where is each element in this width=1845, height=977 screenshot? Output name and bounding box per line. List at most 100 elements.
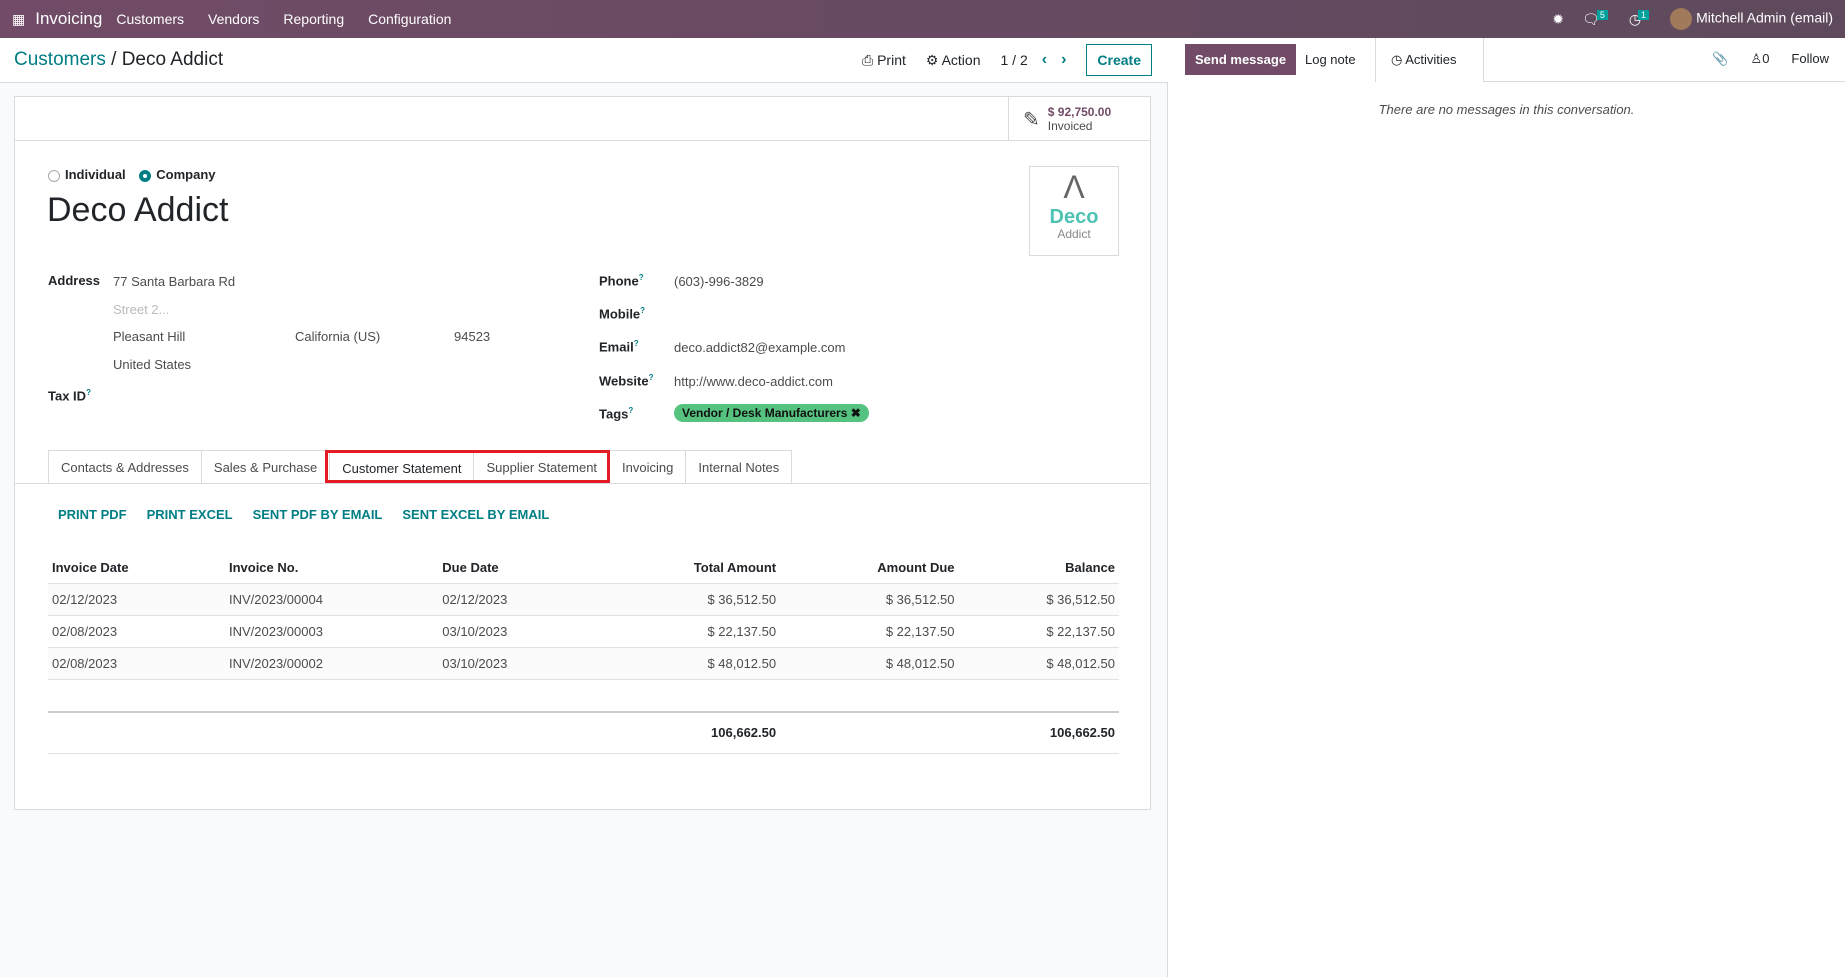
- invoiced-value: $ 92,750.00: [1047, 105, 1112, 119]
- menu-reporting[interactable]: Reporting: [283, 11, 345, 27]
- cell-amount-due: $ 22,137.50: [780, 615, 959, 648]
- create-button[interactable]: Create: [1086, 44, 1152, 76]
- website-field[interactable]: http://www.deco-addict.com: [674, 374, 833, 389]
- tab-internal-notes[interactable]: Internal Notes: [685, 450, 793, 484]
- control-panel: Customers / Deco Addict ⎙ Print ⚙ Action…: [0, 38, 1168, 83]
- user-icon: ♙: [1750, 51, 1763, 66]
- cell-invoice-date: 02/08/2023: [48, 647, 225, 680]
- avatar: [1670, 8, 1693, 30]
- spacer-cell: [48, 679, 1119, 713]
- app-menu-icon[interactable]: ▦: [12, 10, 26, 27]
- tab-divider: [15, 483, 1150, 484]
- top-navbar: ▦ Invoicing Customers Vendors Reporting …: [0, 0, 1845, 38]
- tags-field[interactable]: Vendor / Desk Manufacturers ✖: [674, 404, 869, 422]
- activities-clock-icon[interactable]: ◷1: [1629, 9, 1652, 28]
- partner-logo[interactable]: Λ Deco Addict: [1029, 166, 1119, 256]
- followers-button[interactable]: ♙0: [1751, 51, 1770, 67]
- cell-balance: $ 22,137.50: [958, 615, 1119, 648]
- app-name[interactable]: Invoicing: [35, 9, 103, 28]
- tab-supplier-statement[interactable]: Supplier Statement: [473, 450, 611, 484]
- print-pdf-button[interactable]: PRINT PDF: [58, 507, 127, 522]
- send-message-button[interactable]: Send message: [1185, 44, 1297, 75]
- radio-individual[interactable]: [48, 169, 60, 182]
- street2-field[interactable]: Street 2...: [113, 302, 170, 317]
- followers-count: 0: [1762, 51, 1770, 66]
- mobile-label-text: Mobile: [599, 306, 641, 322]
- table-header: Invoice Date Invoice No. Due Date Total …: [48, 552, 1119, 584]
- breadcrumb-customers[interactable]: Customers: [14, 49, 106, 70]
- statement-table: Invoice Date Invoice No. Due Date Total …: [48, 552, 1119, 754]
- help-icon: ?: [640, 306, 646, 315]
- table-row[interactable]: 02/08/2023 INV/2023/00003 03/10/2023 $ 22,1…: [48, 615, 1119, 648]
- print-button[interactable]: ⎙ Print: [862, 52, 906, 69]
- notebook-tabs: Contacts & Addresses Sales & Purchase Cu…: [48, 450, 793, 484]
- cell-balance: $ 36,512.50: [958, 583, 1119, 616]
- chevron-left-icon[interactable]: ‹: [1041, 51, 1048, 68]
- radio-company[interactable]: [139, 169, 152, 182]
- chevron-right-icon[interactable]: ›: [1061, 51, 1067, 68]
- user-menu[interactable]: Mitchell Admin (email): [1670, 8, 1833, 30]
- activities-badge: 1: [1638, 9, 1650, 20]
- highlight-box: [325, 450, 610, 483]
- country-field[interactable]: United States: [113, 357, 192, 372]
- tab-customer-statement[interactable]: Customer Statement: [329, 450, 475, 484]
- tax-id-label: Tax ID?: [48, 388, 91, 403]
- cell-due-date: 02/12/2023: [438, 583, 592, 616]
- cell-amount-due: $ 36,512.50: [780, 583, 959, 616]
- empty-conversation: There are no messages in this conversati…: [1378, 102, 1635, 117]
- user-name: Mitchell Admin (email): [1696, 9, 1833, 26]
- messages-icon[interactable]: 🗨5: [1582, 9, 1611, 28]
- send-excel-email-button[interactable]: SENT EXCEL BY EMAIL: [402, 507, 550, 522]
- tab-invoicing[interactable]: Invoicing: [609, 450, 687, 484]
- follow-button[interactable]: Follow: [1791, 51, 1829, 66]
- paperclip-icon[interactable]: 📎: [1712, 51, 1729, 66]
- tab-sales-purchase[interactable]: Sales & Purchase: [200, 450, 331, 484]
- tab-contacts-addresses[interactable]: Contacts & Addresses: [48, 450, 202, 484]
- print-label: Print: [877, 51, 906, 68]
- logo-text-addict: Addict: [1057, 227, 1091, 241]
- form-sheet: ✎ $ 92,750.00 Invoiced Individual Company…: [14, 96, 1151, 810]
- phone-label-text: Phone: [599, 273, 639, 289]
- tags-label: Tags?: [599, 406, 633, 421]
- menu-configuration[interactable]: Configuration: [368, 11, 452, 27]
- chatter: Send message Log note ◷ Activities 📎 ♙0 …: [1168, 38, 1845, 977]
- phone-field[interactable]: (603)-996-3829: [674, 274, 764, 289]
- website-label-text: Website: [599, 373, 649, 389]
- messages-badge: 5: [1596, 9, 1608, 20]
- col-invoice-no: Invoice No.: [224, 552, 439, 584]
- menu-customers[interactable]: Customers: [116, 11, 185, 27]
- menu-vendors[interactable]: Vendors: [208, 11, 260, 27]
- table-row[interactable]: 02/08/2023 INV/2023/00002 03/10/2023 $ 48,0…: [48, 647, 1119, 680]
- total-amount-sum: 106,662.50: [591, 711, 781, 754]
- col-invoice-date: Invoice Date: [48, 552, 225, 584]
- city-field[interactable]: Pleasant Hill: [113, 329, 186, 344]
- cell-amount-due: $ 48,012.50: [780, 647, 959, 680]
- print-excel-button[interactable]: PRINT EXCEL: [146, 507, 233, 522]
- cell-due-date: 03/10/2023: [438, 615, 592, 648]
- phone-label: Phone?: [599, 273, 644, 288]
- activities-button[interactable]: ◷ Activities: [1375, 38, 1484, 82]
- cell-total-amount: $ 48,012.50: [591, 647, 781, 680]
- state-field[interactable]: California (US): [295, 329, 381, 344]
- zip-field[interactable]: 94523: [454, 329, 491, 344]
- cell-invoice-no: INV/2023/00004: [224, 583, 439, 616]
- table-row[interactable]: 02/12/2023 INV/2023/00004 02/12/2023 $ 36,5…: [48, 583, 1119, 616]
- invoiced-stat-button[interactable]: ✎ $ 92,750.00 Invoiced: [1008, 97, 1150, 141]
- cell-balance: $ 48,012.50: [958, 647, 1119, 680]
- street-field[interactable]: 77 Santa Barbara Rd: [113, 274, 236, 289]
- email-field[interactable]: deco.addict82@example.com: [674, 340, 846, 355]
- cell-due-date: 03/10/2023: [438, 647, 592, 680]
- pager-value[interactable]: 1 / 2: [1000, 52, 1028, 68]
- action-label: Action: [941, 51, 981, 68]
- action-button[interactable]: ⚙ Action: [926, 52, 981, 69]
- email-label: Email?: [599, 339, 639, 354]
- debug-bug-icon[interactable]: ✹: [1552, 10, 1565, 27]
- send-pdf-email-button[interactable]: SENT PDF BY EMAIL: [252, 507, 383, 522]
- log-note-button[interactable]: Log note: [1305, 52, 1356, 67]
- tag-remove-icon[interactable]: ✖: [850, 406, 861, 420]
- help-icon: ?: [628, 406, 634, 415]
- tax-id-text: Tax ID: [48, 388, 87, 404]
- col-balance: Balance: [958, 552, 1119, 584]
- radio-company-label: Company: [156, 167, 216, 182]
- partner-name[interactable]: Deco Addict: [47, 191, 229, 229]
